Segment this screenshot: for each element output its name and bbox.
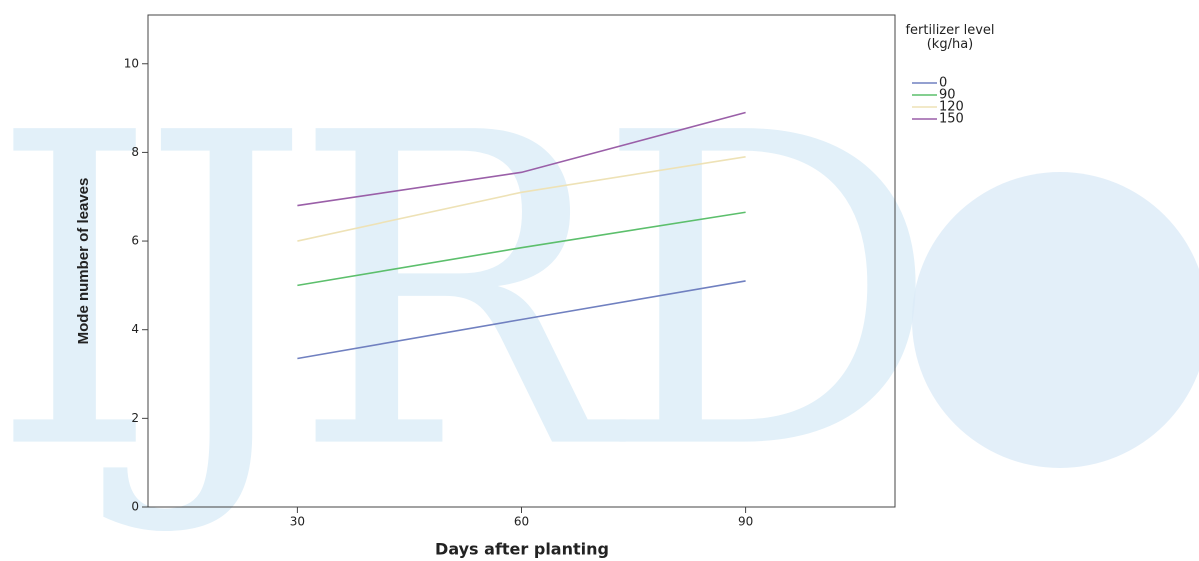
x-tick-label: 30	[290, 515, 305, 529]
x-tick-label: 60	[514, 515, 529, 529]
series-line	[297, 280, 746, 360]
y-axis-title: Mode number of leaves	[75, 178, 92, 345]
globe-watermark	[912, 172, 1199, 468]
y-tick-label: 10	[124, 56, 139, 70]
x-axis-title: Days after planting	[435, 540, 609, 559]
legend-label: 150	[939, 112, 964, 127]
y-tick-label: 6	[131, 234, 139, 248]
series-line	[297, 211, 746, 287]
series-line	[297, 156, 746, 242]
x-tick-label: 90	[738, 515, 753, 529]
legend-label: 120	[939, 100, 964, 115]
y-tick-label: 8	[131, 145, 139, 159]
legend-title: fertilizer level (kg/ha)	[905, 23, 995, 52]
legend-label: 90	[939, 88, 956, 103]
y-tick-label: 2	[131, 411, 139, 425]
y-tick-label: 0	[131, 500, 139, 514]
y-tick-label: 4	[131, 322, 139, 336]
watermark: IJRD	[0, 44, 920, 544]
series-line	[297, 111, 746, 207]
legend-label: 0	[939, 76, 947, 91]
